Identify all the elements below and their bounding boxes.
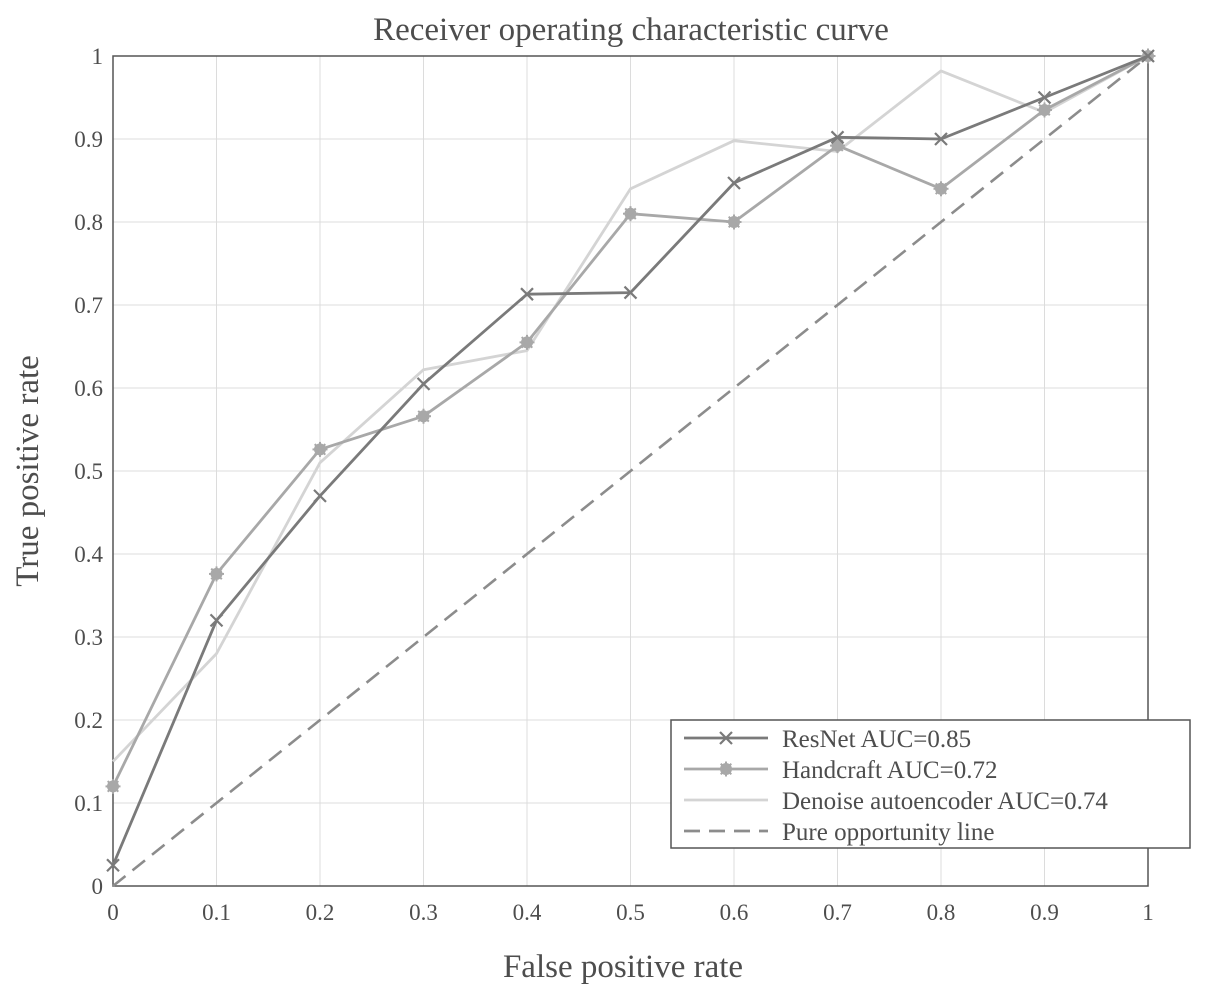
y-tick-label: 0.7 (74, 293, 103, 318)
series-2 (111, 54, 1149, 763)
data-point (520, 287, 534, 301)
y-tick-label: 0.6 (74, 376, 103, 401)
x-tick-label: 0.4 (513, 900, 542, 925)
x-tick-label: 0 (107, 900, 119, 925)
data-point (313, 489, 327, 503)
legend: ResNet AUC=0.85 Handcraft AUC=0.72 Denoise… (670, 719, 1191, 849)
data-point (519, 334, 535, 350)
plot-frame (112, 55, 1149, 887)
legend-entry: Denoise autoencoder AUC=0.74 (684, 788, 1108, 815)
chart-title: Receiver operating characteristic curve (373, 12, 889, 48)
x-tick-label: 0.2 (306, 900, 335, 925)
y-tick-label: 0.1 (74, 791, 103, 816)
data-point (934, 132, 948, 146)
legend-label: ResNet AUC=0.85 (782, 726, 971, 753)
y-tick-label: 1 (92, 44, 104, 69)
x-tick-label: 1 (1142, 900, 1154, 925)
data-point (209, 613, 224, 628)
data-point (623, 206, 638, 222)
legend-label: Pure opportunity line (782, 819, 994, 846)
x-tick-label: 0.1 (202, 900, 231, 925)
x-tick-label: 0.5 (616, 900, 645, 925)
y-tick-label: 0.3 (74, 625, 103, 650)
series-lines (105, 48, 1156, 888)
x-tick-label: 0.9 (1030, 900, 1059, 925)
legend-entry: Pure opportunity line (684, 819, 994, 846)
legend-marker (719, 731, 733, 745)
x-axis-label: False positive rate (503, 949, 743, 985)
legend-marker (718, 761, 734, 777)
series-3 (112, 54, 1149, 888)
data-point (727, 176, 741, 190)
data-point (416, 408, 431, 424)
legend-label: Handcraft AUC=0.72 (782, 757, 997, 784)
data-point (1037, 90, 1052, 105)
x-tick-label: 0.6 (720, 900, 749, 925)
legend-label: Denoise autoencoder AUC=0.74 (782, 788, 1108, 815)
series-line (111, 54, 1149, 763)
legend-entry: ResNet AUC=0.85 (684, 726, 971, 753)
data-point (106, 858, 120, 873)
data-point (209, 566, 224, 582)
legend-box (670, 719, 1191, 849)
data-point (312, 441, 328, 457)
tick-labels: 0 0.1 0.2 0.3 0.4 0.5 0.6 0.7 0.8 0.9 1 0 0.1 0.2 0.3 0… (74, 44, 1154, 925)
y-tick-label: 0.2 (74, 708, 103, 733)
y-tick-label: 0.8 (74, 210, 103, 235)
data-point (830, 130, 845, 145)
data-point (1037, 102, 1052, 118)
data-point (933, 181, 949, 197)
y-axis-label: True positive rate (10, 355, 46, 587)
legend-entry: Handcraft AUC=0.72 (684, 757, 997, 784)
x-tick-label: 0.8 (927, 900, 956, 925)
data-point (105, 778, 121, 794)
data-point (1141, 49, 1155, 63)
y-tick-label: 0.5 (74, 459, 103, 484)
y-tick-label: 0 (92, 874, 104, 899)
series-0 (106, 49, 1155, 873)
y-tick-label: 0.4 (74, 542, 103, 567)
y-tick-label: 0.9 (74, 127, 103, 152)
x-tick-label: 0.3 (409, 900, 438, 925)
data-point (726, 214, 742, 230)
x-tick-label: 0.7 (823, 900, 852, 925)
series-line (112, 54, 1149, 888)
data-point (416, 377, 431, 391)
data-point (623, 285, 638, 300)
